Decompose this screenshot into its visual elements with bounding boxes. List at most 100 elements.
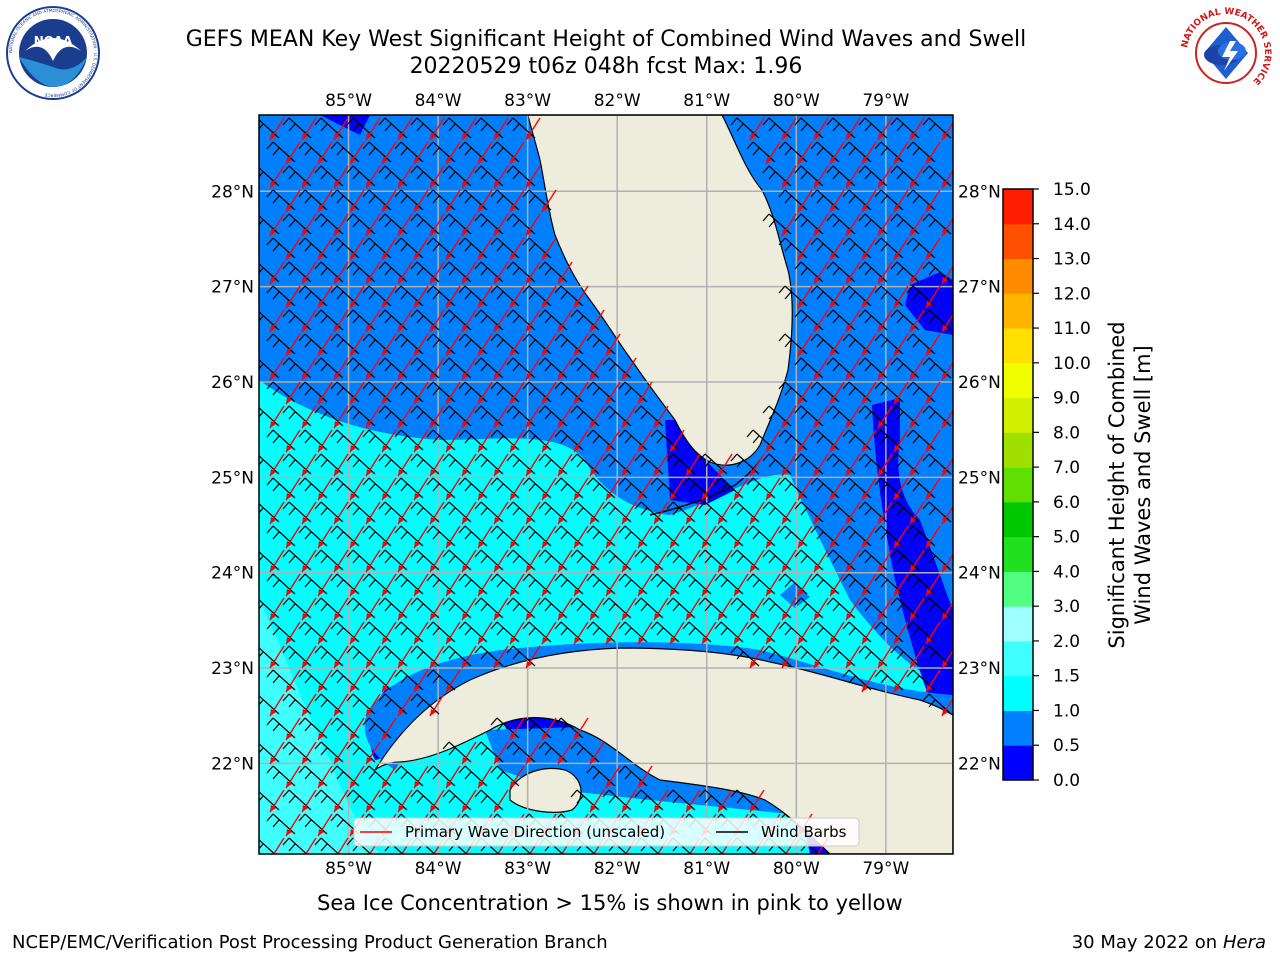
wind-barb: [506, 741, 536, 763]
wind-barb: [346, 165, 376, 187]
wind-barb: [922, 597, 952, 619]
wave-arrow: [397, 645, 413, 669]
wave-arrow: [269, 165, 285, 189]
wind-barb: [794, 309, 824, 331]
wave-arrow: [477, 381, 493, 405]
wave-arrow: [749, 789, 765, 813]
wind-barb: [330, 237, 360, 259]
wind-barb: [618, 765, 648, 787]
wind-barb: [586, 621, 616, 643]
wave-arrow: [429, 405, 445, 429]
wind-barb: [922, 117, 952, 139]
wave-arrow: [365, 453, 381, 477]
chart-subtitle: 20220529 t06z 048h fcst Max: 1.96: [409, 54, 803, 79]
wind-barb: [362, 429, 392, 451]
lat-label-right: 24°N: [958, 564, 1001, 584]
wind-barb: [346, 597, 376, 619]
wave-arrow: [445, 429, 461, 453]
wind-barb: [778, 333, 808, 355]
wave-arrow: [429, 213, 445, 237]
wave-arrow: [477, 333, 493, 357]
wind-barb: [298, 189, 328, 211]
map-plot: [259, 115, 953, 854]
wave-height-zone-low-keys: [665, 420, 735, 505]
wave-arrow: [461, 453, 477, 477]
footer-date-text: 30 May 2022 on: [1071, 932, 1218, 953]
wind-barb: [826, 597, 856, 619]
wind-barb: [346, 789, 376, 811]
wind-barb: [410, 693, 440, 715]
wave-arrow: [925, 285, 941, 309]
wave-arrow: [333, 357, 349, 381]
wind-barb: [922, 453, 952, 475]
wind-barb: [570, 453, 600, 475]
wind-barb: [666, 549, 696, 571]
wave-arrow: [557, 741, 573, 765]
wave-arrow: [541, 573, 557, 597]
wind-barb: [634, 789, 664, 811]
wave-arrow: [349, 141, 365, 165]
wind-barb: [890, 213, 920, 235]
wave-arrow: [397, 213, 413, 237]
wave-arrow: [861, 381, 877, 405]
wave-arrow: [941, 505, 953, 525]
wave-arrow: [861, 573, 877, 597]
wind-barb: [506, 261, 536, 283]
wind-barb: [474, 117, 504, 139]
wave-arrow: [317, 141, 333, 165]
wave-arrow: [797, 141, 813, 165]
wind-barb: [362, 621, 392, 643]
wind-barb: [282, 261, 312, 283]
wind-barb: [826, 405, 856, 427]
wind-barb: [378, 789, 408, 811]
wave-arrow: [493, 741, 509, 765]
wave-arrow: [845, 165, 861, 189]
wave-arrow: [925, 237, 941, 261]
wind-barb: [922, 261, 952, 283]
wind-barb: [490, 765, 520, 787]
wind-barb: [330, 189, 360, 211]
wave-arrow: [829, 285, 845, 309]
wave-arrow: [941, 697, 953, 717]
wave-arrow: [365, 645, 381, 669]
wind-barb: [506, 405, 536, 427]
wave-arrow: [909, 501, 925, 525]
wind-barb: [794, 213, 824, 235]
wave-arrow: [413, 285, 429, 309]
lat-label-left: 22°N: [211, 754, 254, 774]
wave-arrow: [845, 501, 861, 525]
lat-label-right: 25°N: [958, 468, 1001, 488]
wave-arrow: [861, 477, 877, 501]
wind-barb: [346, 309, 376, 331]
lon-label-bottom: 85°W: [325, 859, 372, 879]
wind-barb: [618, 525, 648, 547]
wave-arrow: [877, 309, 893, 333]
wave-arrow: [285, 429, 301, 453]
wind-barb: [602, 357, 632, 379]
wind-barb: [538, 501, 568, 523]
wave-arrow: [493, 261, 509, 285]
wind-barb: [259, 407, 280, 427]
wind-barb: [266, 429, 296, 451]
wind-barb: [506, 213, 536, 235]
wave-arrow: [941, 265, 953, 285]
wave-arrow: [813, 117, 829, 141]
wind-barb: [490, 141, 520, 163]
wave-arrow: [285, 477, 301, 501]
wind-barb: [874, 621, 904, 643]
sea-ice-note: Sea Ice Concentration > 15% is shown in …: [317, 891, 903, 915]
wave-arrow: [797, 285, 813, 309]
wind-barb: [282, 597, 312, 619]
wave-arrow: [413, 333, 429, 357]
colorbar-tick-label: 9.0: [1053, 389, 1080, 409]
wave-arrow: [909, 453, 925, 477]
wind-barb: [458, 621, 488, 643]
wind-barb: [490, 333, 520, 355]
wind-barb: [378, 309, 408, 331]
wave-arrow: [333, 549, 349, 573]
wind-barb: [259, 695, 280, 715]
wave-arrow: [285, 189, 301, 213]
wind-barb: [362, 189, 392, 211]
wave-arrow: [525, 165, 541, 189]
wave-arrow: [733, 573, 749, 597]
